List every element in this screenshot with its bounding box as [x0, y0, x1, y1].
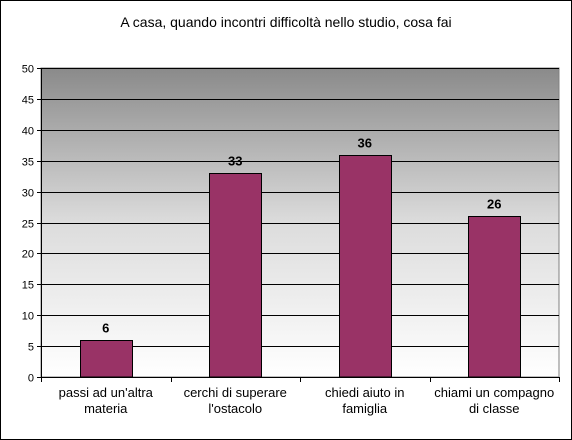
bar [209, 173, 262, 378]
y-tick-label: 5 [28, 342, 34, 354]
data-label: 26 [487, 197, 501, 212]
x-tick-label: materia [84, 401, 128, 416]
x-tick-label: chiedi aiuto in [325, 385, 405, 400]
y-tick-label: 25 [22, 219, 34, 231]
y-tick-label: 35 [22, 157, 34, 169]
data-label: 36 [358, 136, 372, 151]
x-tick-label: passi ad un'altra [59, 385, 154, 400]
x-tick-label: cerchi di superare [184, 385, 287, 400]
y-tick-label: 50 [22, 64, 34, 76]
chart-title: A casa, quando incontri difficoltà nello… [120, 14, 452, 30]
y-tick-label: 20 [22, 249, 34, 261]
x-tick-label: chiami un compagno [434, 385, 554, 400]
y-tick-label: 30 [22, 188, 34, 200]
bar [80, 340, 133, 378]
y-tick-label: 10 [22, 311, 34, 323]
bar [339, 155, 392, 378]
y-tick-label: 0 [28, 373, 34, 385]
data-label: 33 [228, 154, 242, 169]
x-tick-label: l'ostacolo [208, 401, 262, 416]
y-tick-label: 15 [22, 280, 34, 292]
bar [468, 216, 521, 378]
y-tick-label: 45 [22, 95, 34, 107]
y-tick-label: 40 [22, 126, 34, 138]
x-tick-label: famiglia [342, 401, 388, 416]
data-label: 6 [102, 321, 109, 336]
x-tick-label: di classe [469, 401, 520, 416]
